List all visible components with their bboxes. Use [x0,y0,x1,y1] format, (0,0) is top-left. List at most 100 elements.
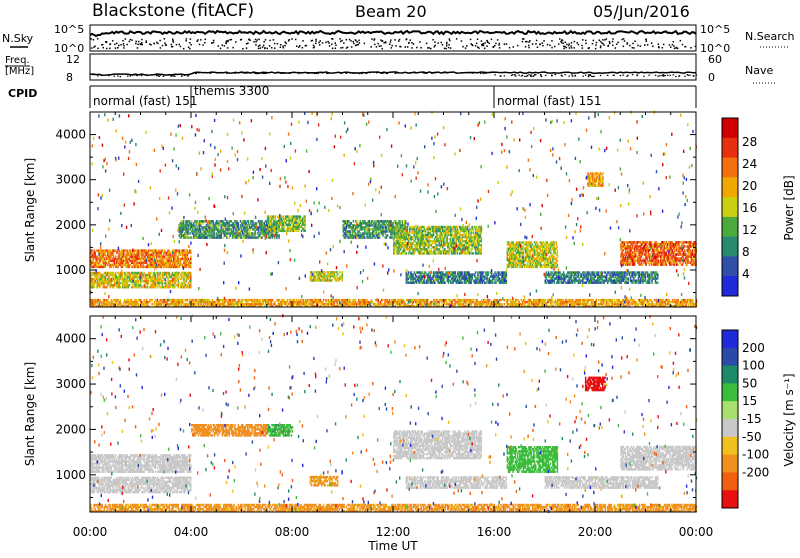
nsearch-point [528,45,530,47]
station-title: Blackstone (fitACF) [92,1,254,21]
nsearch-point [499,43,501,45]
nave-point [540,74,542,75]
nave-point [187,76,189,77]
heatmap-cell [531,241,533,243]
heatmap-cell [436,234,438,236]
nsearch-point [420,47,422,49]
nsearch-point [364,43,366,45]
nsearch-point [663,44,665,46]
noise-panel: N.Sky 10^5 10^0 10^5 10^0 N.Search [2,23,795,55]
nsearch-point [623,46,625,48]
nsearch-point [390,41,392,43]
nsearch-point [322,42,324,44]
nsearch-point [695,46,697,48]
nsearch-point [97,38,99,40]
nsearch-point [391,47,393,49]
nsearch-point [543,40,545,42]
nsearch-point [190,44,192,46]
heatmap-cell [506,271,508,273]
heatmap-cell [536,241,538,243]
noise-tick-left-high: 10^5 [54,23,84,36]
nsearch-point [269,40,271,42]
nave-point [588,74,590,75]
nsearch-point [430,48,432,50]
heatmap-cell [190,272,192,274]
nsearch-point [672,44,674,46]
heatmap-cell [209,236,211,238]
nsearch-point [374,44,376,46]
nsearch-point [585,43,587,45]
heatmap-cell [175,252,177,254]
heatmap-cell [364,236,366,238]
heatmap-cell [113,252,115,254]
heatmap-cell [442,271,444,273]
nsearch-point [376,46,378,48]
heatmap-cell [116,252,118,254]
nsearch-point [256,39,258,41]
nave-point [696,74,698,75]
nsearch-point [199,44,201,46]
nsearch-point [593,40,595,42]
nsearch-point [559,38,561,40]
heatmap-cell [468,271,470,273]
nave-point [551,75,553,76]
nave-point [248,72,250,73]
nsearch-point [621,39,623,41]
nave-point [114,76,116,77]
nave-point [541,76,543,77]
nsearch-point [141,42,143,44]
nave-point [198,72,200,73]
nsearch-point [383,42,385,44]
heatmap-cell [182,230,184,232]
heatmap-cell [345,236,347,238]
nave-point [352,72,354,73]
heatmap-cell [248,220,250,222]
nsearch-point [477,39,479,41]
heatmap-cell [115,272,117,274]
heatmap-cell [441,252,443,254]
heatmap-cell [410,271,412,273]
nsearch-point [434,41,436,43]
nave-point [648,75,650,76]
nsearch-point [487,42,489,44]
heatmap-cell [304,215,306,217]
nave-point [322,72,324,73]
heatmap-cell [223,236,225,238]
heatmap-cell [275,215,277,217]
heatmap-cell [164,249,166,251]
nave-point [93,74,95,75]
heatmap-cell [238,224,240,226]
heatmap-cell [402,220,404,222]
nsearch-point [335,48,337,50]
cpid-segment-label: themis 3300 [194,84,269,98]
nave-point [535,74,537,75]
nave-point [384,72,386,73]
heatmap-cell [433,234,435,236]
nsearch-point [172,46,174,48]
nsearch-point [408,42,410,44]
nave-point [684,76,686,77]
heatmap-cell [190,256,192,258]
nsearch-point [189,48,191,50]
nsearch-point [346,39,348,41]
nave-point [289,72,291,73]
nave-point [655,75,657,76]
heatmap-cell [268,215,270,217]
nsearch-point [528,41,530,43]
nave-point [571,74,573,75]
heatmap-cell [424,252,426,254]
nsearch-point [315,40,317,42]
nave-point [465,72,467,73]
heatmap-cell [190,258,192,260]
nsearch-point [448,47,450,49]
nsearch-point [465,47,467,49]
heatmap-cell [557,249,559,251]
nsearch-point [319,44,321,46]
nsearch-point [313,45,315,47]
nave-tick-high: 60 [708,53,722,66]
nave-point [472,73,474,74]
nave-point [665,75,667,76]
nsearch-point [595,48,597,50]
heatmap-cell [550,258,552,260]
